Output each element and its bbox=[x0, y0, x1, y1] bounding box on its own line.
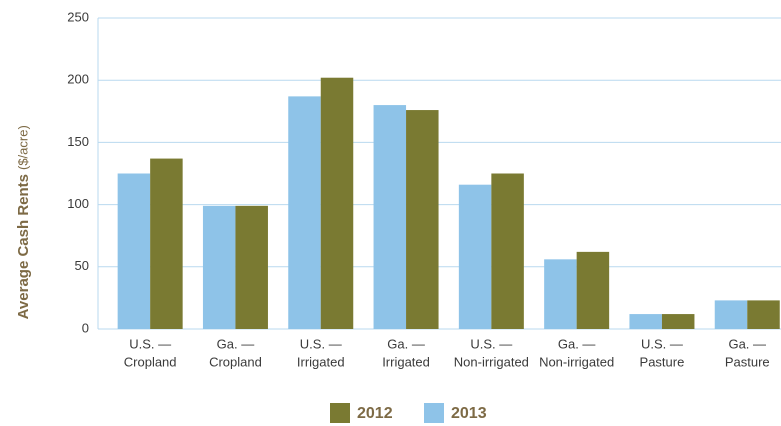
bar bbox=[661, 314, 695, 329]
x-tick-label: Cropland bbox=[124, 354, 177, 369]
x-tick-label: Ga. — bbox=[558, 336, 596, 351]
bar bbox=[747, 300, 780, 329]
legend-label: 2013 bbox=[451, 405, 487, 422]
x-tick-label: Irrigated bbox=[297, 354, 345, 369]
y-axis-unit: ($/acre) bbox=[15, 125, 30, 170]
bar bbox=[235, 205, 268, 329]
x-tick-label: Non-irrigated bbox=[539, 354, 614, 369]
x-tick-label: Non-irrigated bbox=[454, 354, 529, 369]
y-tick-label: 100 bbox=[67, 196, 89, 211]
y-tick-label: 200 bbox=[67, 72, 89, 87]
bar bbox=[117, 173, 151, 329]
bar bbox=[458, 184, 492, 329]
x-tick-label: Pasture bbox=[640, 354, 685, 369]
bar bbox=[406, 110, 439, 329]
legend-swatch bbox=[424, 403, 444, 423]
bar bbox=[373, 105, 407, 329]
bar bbox=[491, 173, 524, 329]
y-tick-label: 150 bbox=[67, 134, 89, 149]
x-tick-label: U.S. — bbox=[641, 336, 683, 351]
x-tick-label: Irrigated bbox=[382, 354, 430, 369]
y-axis-label: Average Cash Rents bbox=[15, 174, 32, 319]
bar bbox=[150, 158, 183, 329]
legend-label: 2012 bbox=[357, 405, 393, 422]
bar bbox=[288, 96, 321, 329]
x-tick-label: U.S. — bbox=[470, 336, 512, 351]
y-tick-label: 250 bbox=[67, 9, 89, 24]
x-tick-label: U.S. — bbox=[300, 336, 342, 351]
legend-swatch bbox=[330, 403, 350, 423]
x-tick-label: Ga. — bbox=[728, 336, 766, 351]
x-tick-label: Cropland bbox=[209, 354, 262, 369]
y-tick-label: 0 bbox=[82, 320, 89, 335]
bar bbox=[714, 300, 748, 329]
bar bbox=[544, 259, 577, 329]
bar bbox=[202, 205, 236, 329]
x-tick-label: Ga. — bbox=[217, 336, 255, 351]
bar bbox=[629, 314, 662, 329]
x-tick-label: U.S. — bbox=[129, 336, 171, 351]
y-axis-title: Average Cash Rents ($/acre) bbox=[15, 125, 32, 319]
y-tick-label: 50 bbox=[75, 258, 89, 273]
x-tick-label: Pasture bbox=[725, 354, 770, 369]
x-tick-label: Ga. — bbox=[387, 336, 425, 351]
bar bbox=[320, 77, 354, 329]
bar bbox=[576, 251, 610, 329]
